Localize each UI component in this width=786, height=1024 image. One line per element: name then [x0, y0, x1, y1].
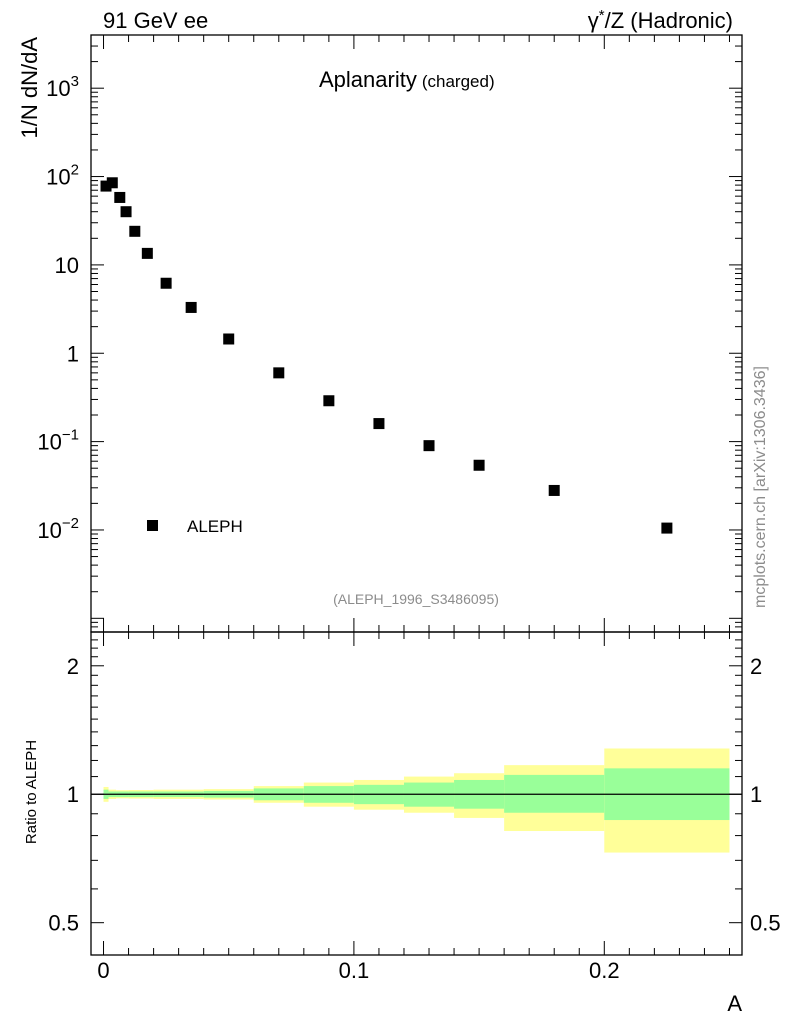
ratio-y-tick-label: 0.5: [48, 911, 79, 936]
x-tick-labels: 0 0.1 0.2: [97, 958, 619, 983]
data-points: [100, 177, 673, 534]
data-point: [548, 484, 560, 496]
header-star: *: [599, 7, 605, 24]
main-y-axis-label: 1/N dN/dA: [17, 37, 42, 139]
data-point: [129, 225, 141, 237]
data-point: [323, 395, 335, 407]
y-tick-label-mantissa: 10: [55, 253, 79, 278]
data-point: [141, 247, 153, 259]
y-tick-label-exponent: −2: [62, 515, 79, 532]
ratio-axis-ticks: [91, 631, 742, 955]
ratio-y-tick-label: 2: [67, 654, 79, 679]
y-tick-label-exponent: 3: [71, 73, 79, 90]
data-point: [185, 301, 197, 313]
x-axis-label: A: [727, 991, 742, 1016]
data-point: [106, 177, 118, 189]
y-tick-label-mantissa: 1: [67, 341, 79, 366]
ratio-y-tick-label-right: 1: [750, 782, 762, 807]
uncertainty-bands: [103, 748, 730, 853]
x-tick-label: 0.2: [589, 958, 620, 983]
y-tick-label-exponent: −1: [62, 427, 79, 444]
data-point: [223, 333, 235, 345]
header-left-label: 91 GeV ee: [103, 8, 208, 33]
data-point: [120, 206, 132, 218]
y-tick-label-mantissa: 10: [46, 165, 70, 190]
header-right-label: γ*/Z (Hadronic): [588, 7, 733, 33]
plot-title-main: Aplanarity: [319, 67, 417, 92]
ratio-plot-frame: [90, 631, 743, 956]
data-point: [661, 522, 673, 534]
y-tick-label: 102: [46, 162, 79, 190]
ratio-y-tick-label-right: 2: [750, 654, 762, 679]
reference-label: (ALEPH_1996_S3486095): [333, 591, 499, 607]
ratio-y-tick-label: 1: [67, 782, 79, 807]
ratio-y-axis-label: Ratio to ALEPH: [23, 740, 40, 844]
y-tick-label: 10−1: [37, 427, 79, 455]
y-tick-label: 103: [46, 73, 79, 101]
x-tick-label: 0.1: [339, 958, 370, 983]
header-rest: /Z (Hadronic): [605, 8, 733, 33]
data-point: [373, 418, 385, 430]
data-point: [273, 367, 285, 379]
ratio-y-tick-label-right: 0.5: [750, 911, 781, 936]
legend-marker: [147, 520, 158, 531]
plot-title-sub: (charged): [422, 72, 495, 91]
y-tick-label: 1: [67, 341, 79, 366]
y-tick-label: 10: [55, 253, 79, 278]
main-axis-ticks: [91, 34, 742, 633]
header-gamma: γ: [588, 8, 599, 33]
data-point: [473, 459, 485, 471]
data-point: [100, 180, 112, 192]
y-tick-label-exponent: 2: [71, 162, 79, 179]
y-tick-label-mantissa: 10: [46, 76, 70, 101]
plot-title: Aplanarity (charged): [319, 67, 495, 92]
y-tick-label: 10−2: [37, 515, 79, 543]
legend-label: ALEPH: [187, 517, 243, 536]
data-point: [160, 277, 172, 289]
y-tick-label-mantissa: 10: [37, 518, 61, 543]
y-tick-label-mantissa: 10: [37, 430, 61, 455]
ratio-y-tick-labels: 0.5 0.5 1 1 2 2: [48, 654, 780, 936]
x-tick-label: 0: [97, 958, 109, 983]
data-point: [423, 440, 435, 452]
main-plot-frame: [90, 34, 743, 633]
side-label: mcplots.cern.ch [arXiv:1306.3436]: [752, 366, 769, 608]
data-point: [114, 191, 126, 203]
